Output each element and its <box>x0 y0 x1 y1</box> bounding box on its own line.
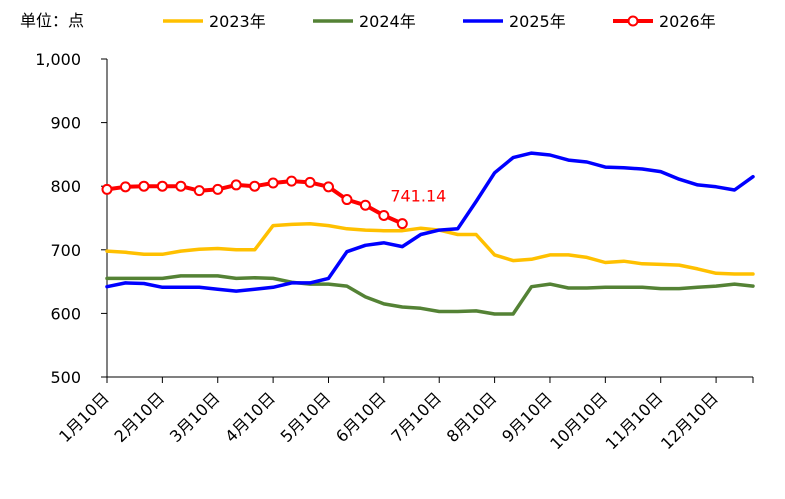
axes: 500 600 700 800 900 1,000 1月10日2月10日3月10日4月10日… <box>35 50 754 453</box>
y-tick-label: 600 <box>50 304 81 323</box>
legend-marker <box>627 15 639 27</box>
unit-label: 单位：点 <box>20 11 84 30</box>
data-point <box>286 175 298 187</box>
x-tick-label: 4月10日 <box>221 388 279 446</box>
y-tick-label: 1,000 <box>35 50 81 69</box>
data-point <box>359 199 371 211</box>
data-point <box>396 218 408 230</box>
annotation-layer: 741.14 <box>390 187 446 206</box>
data-point <box>341 194 353 206</box>
x-tick-label: 8月10日 <box>443 388 501 446</box>
data-point <box>101 183 113 195</box>
y-tick-label: 700 <box>50 241 81 260</box>
legend-label: 2023年 <box>209 12 266 31</box>
x-tick-label: 2月10日 <box>111 388 169 446</box>
data-point <box>138 180 150 192</box>
data-point <box>119 181 131 193</box>
x-tick-label: 9月10日 <box>498 388 556 446</box>
x-tick-label: 11月10日 <box>602 388 667 453</box>
data-point <box>322 181 334 193</box>
y-tick-label: 800 <box>50 177 81 196</box>
x-tick-label: 7月10日 <box>387 388 445 446</box>
data-label: 741.14 <box>390 187 446 206</box>
legend: 2023年 2024年 2025年 2026年 <box>163 12 716 31</box>
data-point <box>304 176 316 188</box>
x-tick-label: 12月10日 <box>657 388 722 453</box>
data-point <box>175 180 187 192</box>
legend-label: 2025年 <box>509 12 566 31</box>
x-tick-label: 10月10日 <box>546 388 611 453</box>
x-tick-label: 5月10日 <box>277 388 335 446</box>
data-point <box>156 180 168 192</box>
series-line-2025年 <box>105 151 755 293</box>
y-tick-label: 900 <box>50 114 81 133</box>
series-line-2024年 <box>105 274 755 316</box>
legend-label: 2026年 <box>659 12 716 31</box>
data-point <box>230 179 242 191</box>
x-tick-label: 6月10日 <box>332 388 390 446</box>
x-tick-label: 1月10日 <box>55 388 113 446</box>
series-layer <box>101 151 755 316</box>
data-point <box>193 185 205 197</box>
x-tick-label: 3月10日 <box>166 388 224 446</box>
legend-label: 2024年 <box>359 12 416 31</box>
data-point <box>249 180 261 192</box>
data-point <box>267 177 279 189</box>
data-point <box>212 183 224 195</box>
data-point <box>378 209 390 221</box>
series-line-2023年 <box>105 221 755 276</box>
y-tick-label: 500 <box>50 368 81 387</box>
